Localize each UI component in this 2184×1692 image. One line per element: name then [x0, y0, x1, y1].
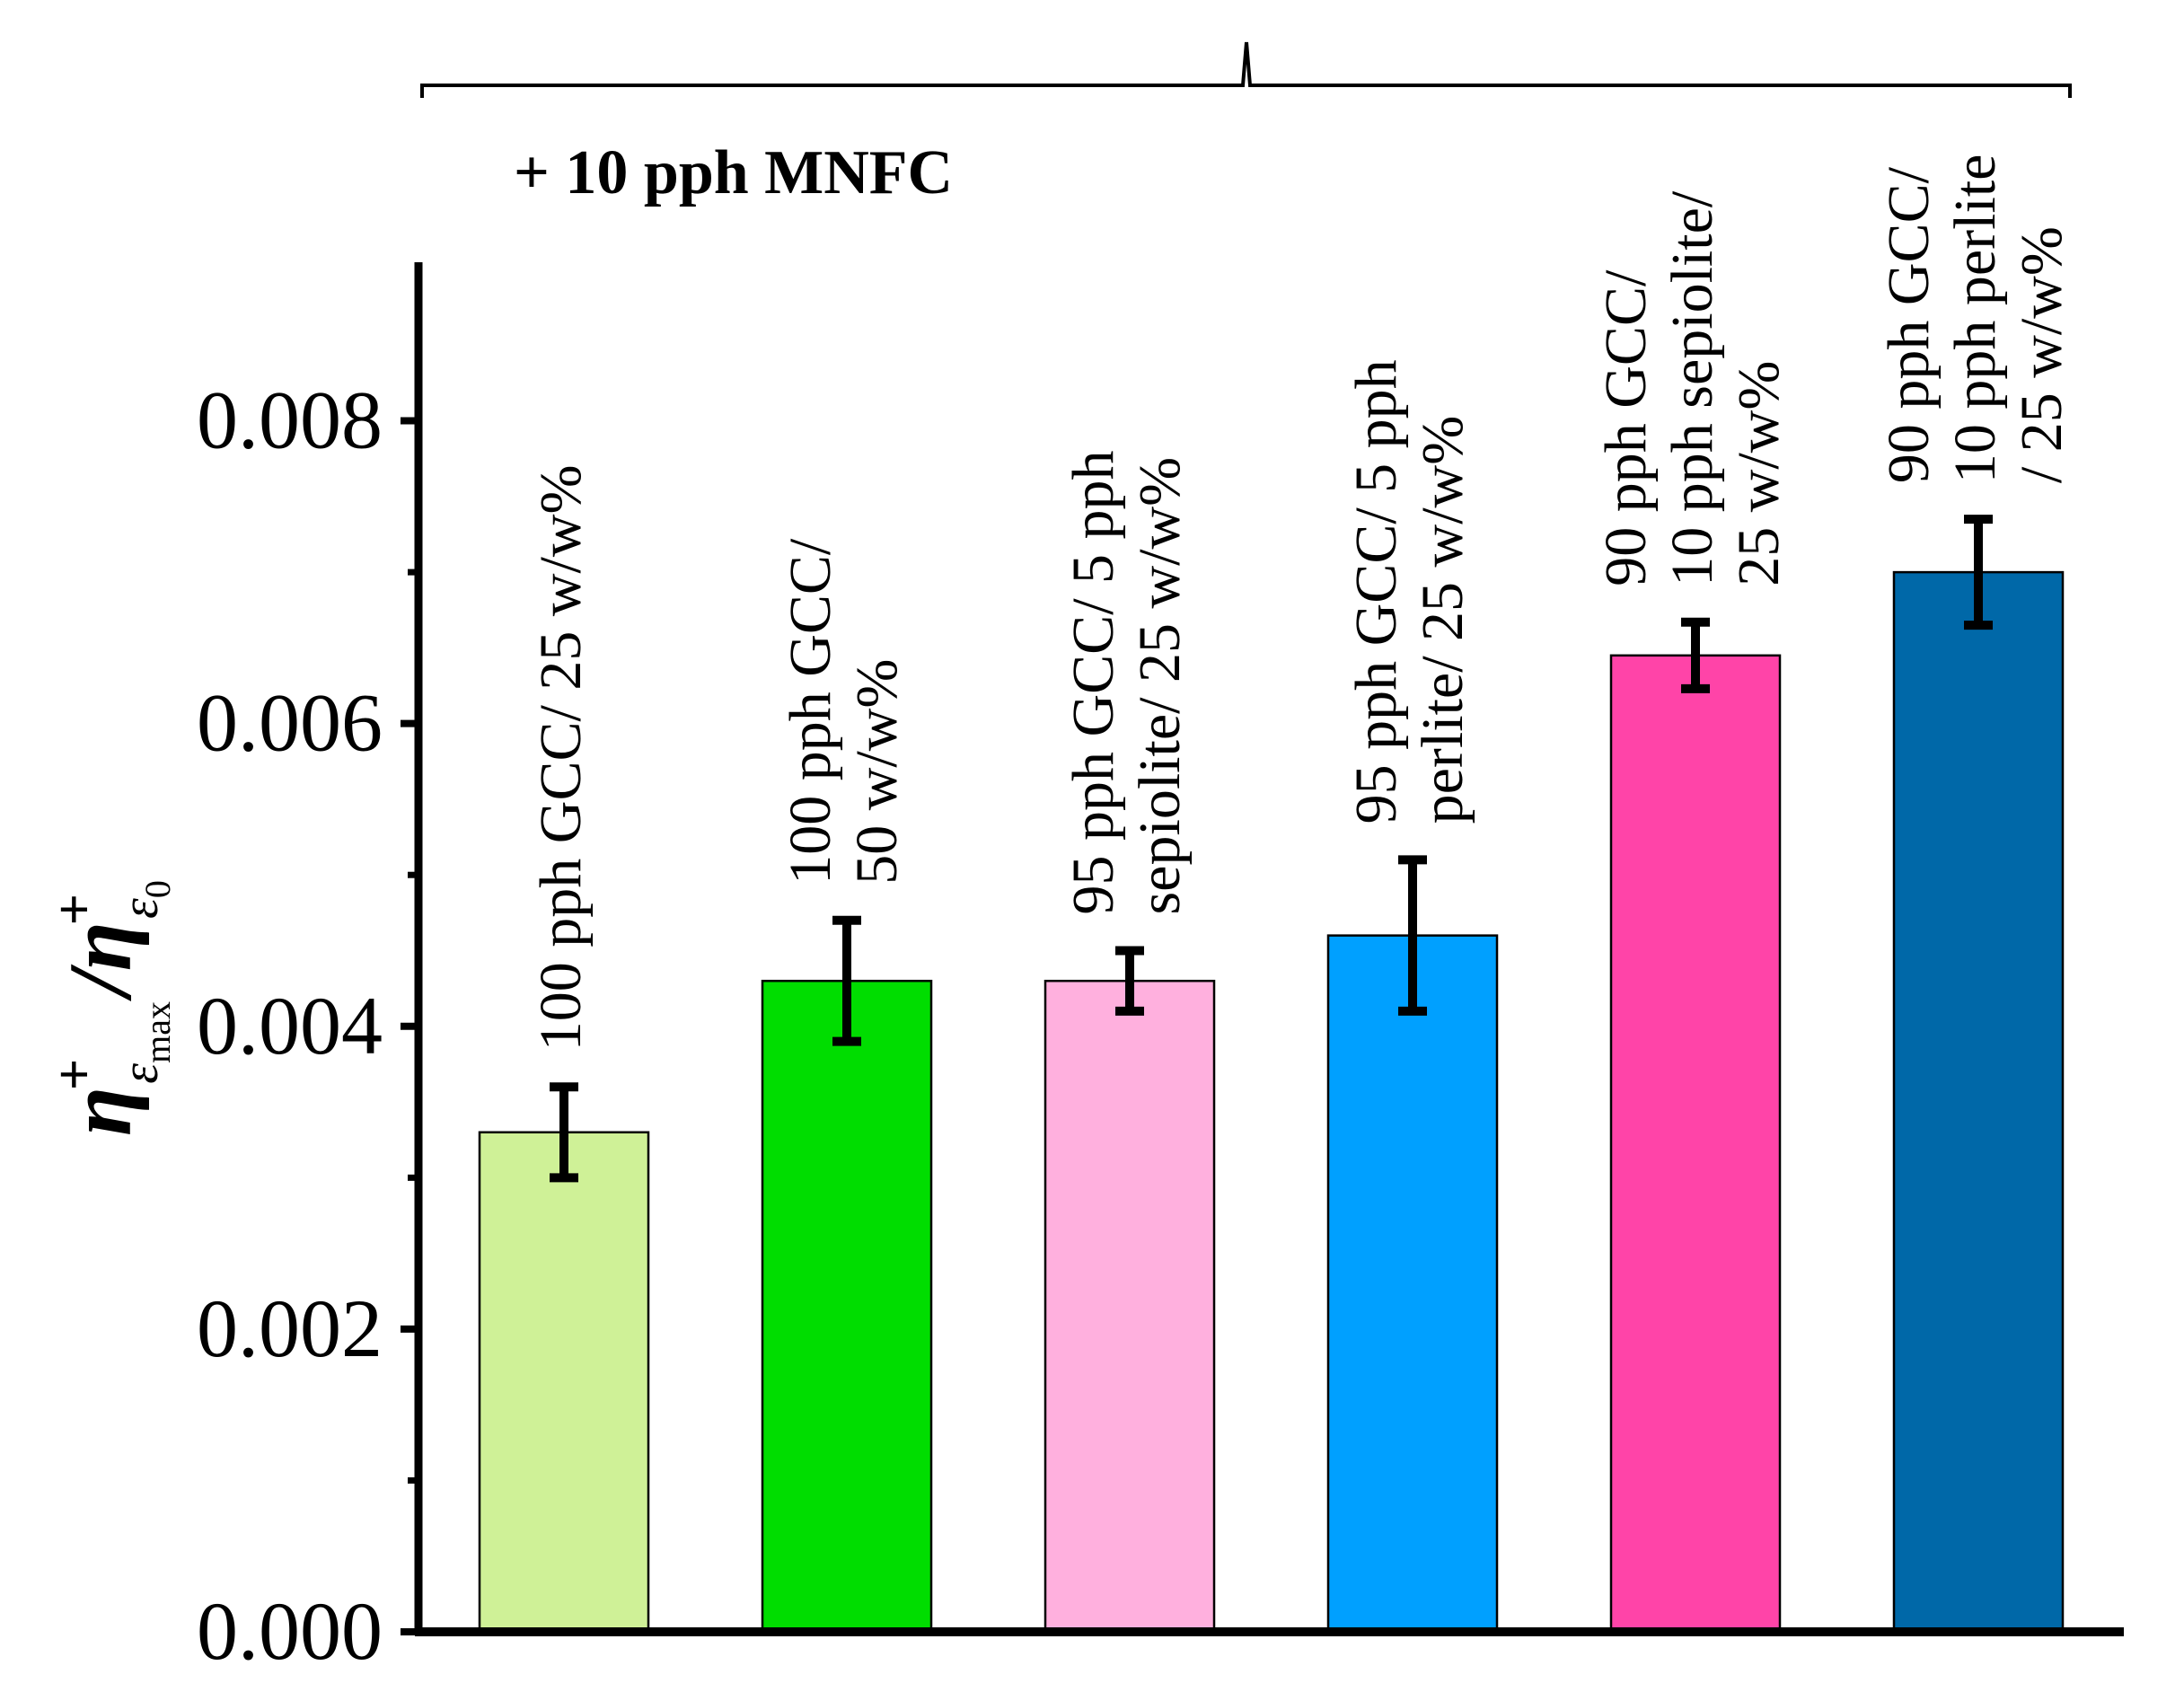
error-bar-3: [1115, 946, 1144, 1016]
bar-1: [478, 1131, 650, 1634]
bar-4: [1326, 934, 1499, 1634]
error-bars: [550, 515, 1993, 1183]
y-tick-label: 0.004: [197, 980, 383, 1071]
error-bar-1: [550, 1082, 578, 1183]
bar-label-5-line-3: 25 w/w%: [1726, 361, 1792, 586]
bar-label-4-line-1: 95 pph GCC/ 5 pph: [1343, 359, 1409, 824]
bar-label-2-line-2: 50 w/w%: [844, 659, 910, 885]
y-tick-label: 0.008: [197, 375, 383, 466]
bar-labels: 100 pph GCC/ 25 w/w% 100 pph GCC/50 w/w% 9…: [528, 154, 2074, 1052]
error-bar-5: [1681, 617, 1710, 693]
y-tick-label: 0.000: [197, 1585, 383, 1677]
bar-label-6-line-2: 10 pph perlite: [1942, 154, 2008, 484]
bar-label-5-line-2: 10 pph sepiolite/: [1660, 190, 1725, 586]
bar-label-6-line-3: / 25 w/w%: [2009, 226, 2074, 483]
y-axis-label: η+ εmax/η+ ε0: [44, 880, 178, 1136]
y-ticks: 0.000 0.002 0.004 0.006 0.008: [197, 375, 418, 1677]
bracket-label: + 10 pph MNFC: [514, 138, 953, 207]
bar-label-2-line-1: 100 pph GCC/: [778, 538, 843, 885]
y-tick-label: 0.002: [197, 1282, 383, 1374]
error-bar-6: [1964, 515, 1993, 630]
bar-3: [1044, 979, 1216, 1634]
bar-label-3-line-2: sepiolite/ 25 w/w%: [1127, 457, 1193, 915]
mnfc-bracket: [420, 41, 2072, 98]
bar-label-1-line-1: 100 pph GCC/ 25 w/w%: [528, 465, 594, 1052]
bars: [478, 570, 2065, 1634]
axes: [414, 262, 2124, 1636]
bar-label-6-line-1: 90 pph GCC/: [1876, 166, 1942, 483]
bracket-line: [420, 41, 2072, 98]
bar-2: [761, 979, 933, 1634]
y-tick-label: 0.006: [197, 677, 383, 769]
error-bar-4: [1398, 855, 1427, 1016]
bar-5: [1609, 654, 1782, 1634]
bar-label-3-line-1: 95 pph GCC/ 5 pph: [1061, 450, 1126, 914]
error-bar-2: [832, 915, 861, 1046]
bar-label-4-line-2: perlite/ 25 w/w%: [1410, 416, 1475, 824]
bar-label-5-line-1: 90 pph GCC/: [1593, 269, 1659, 586]
bar-6: [1892, 570, 2065, 1634]
